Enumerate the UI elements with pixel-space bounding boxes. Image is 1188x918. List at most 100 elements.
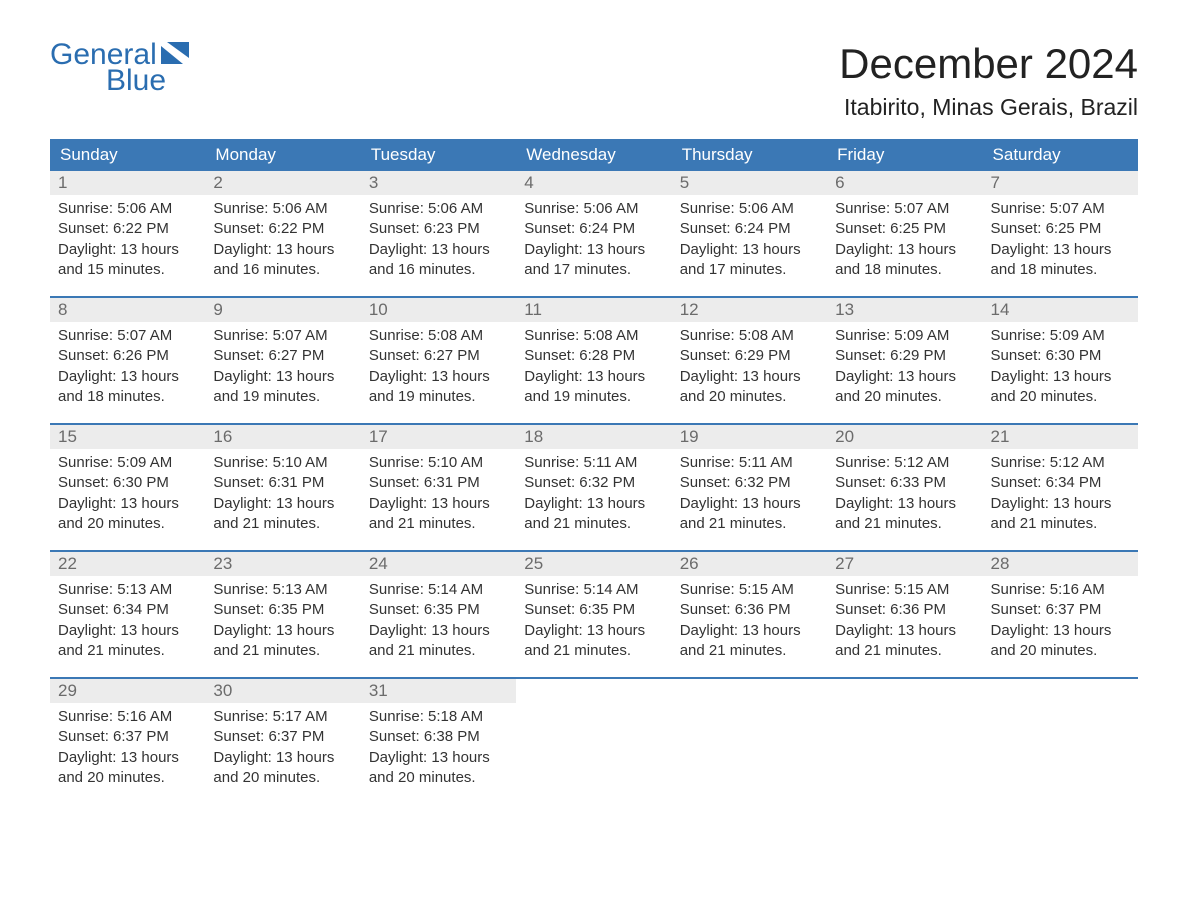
sunrise-text: Sunrise: 5:10 AM [369,453,508,473]
day-number: 21 [983,424,1138,449]
location-text: Itabirito, Minas Gerais, Brazil [839,94,1138,121]
day-cell: Sunrise: 5:09 AMSunset: 6:30 PMDaylight:… [983,322,1138,424]
daylight-text-2: and 20 minutes. [58,514,197,534]
daylight-text-2: and 16 minutes. [369,260,508,280]
day-cell: Sunrise: 5:06 AMSunset: 6:24 PMDaylight:… [516,195,671,297]
day-cell: Sunrise: 5:07 AMSunset: 6:26 PMDaylight:… [50,322,205,424]
daylight-text-2: and 21 minutes. [524,641,663,661]
daylight-text-1: Daylight: 13 hours [369,494,508,514]
day-number: 31 [361,678,516,703]
daylight-text-1: Daylight: 13 hours [213,367,352,387]
day-number-row: 22232425262728 [50,551,1138,576]
sunset-text: Sunset: 6:30 PM [58,473,197,493]
sunrise-text: Sunrise: 5:07 AM [58,326,197,346]
day-content-row: Sunrise: 5:07 AMSunset: 6:26 PMDaylight:… [50,322,1138,424]
sunrise-text: Sunrise: 5:06 AM [524,199,663,219]
daylight-text-2: and 17 minutes. [524,260,663,280]
day-number: 17 [361,424,516,449]
sunrise-text: Sunrise: 5:16 AM [991,580,1130,600]
day-cell: Sunrise: 5:10 AMSunset: 6:31 PMDaylight:… [205,449,360,551]
daylight-text-2: and 21 minutes. [213,641,352,661]
daylight-text-2: and 20 minutes. [991,387,1130,407]
sunset-text: Sunset: 6:27 PM [213,346,352,366]
day-cell: Sunrise: 5:07 AMSunset: 6:27 PMDaylight:… [205,322,360,424]
day-cell: Sunrise: 5:13 AMSunset: 6:34 PMDaylight:… [50,576,205,678]
daylight-text-2: and 18 minutes. [835,260,974,280]
day-number [983,678,1138,703]
sunrise-text: Sunrise: 5:10 AM [213,453,352,473]
weekday-header: Friday [827,139,982,171]
sunset-text: Sunset: 6:28 PM [524,346,663,366]
day-number: 15 [50,424,205,449]
page-title: December 2024 [839,40,1138,88]
day-cell: Sunrise: 5:18 AMSunset: 6:38 PMDaylight:… [361,703,516,804]
sunrise-text: Sunrise: 5:06 AM [680,199,819,219]
sunset-text: Sunset: 6:35 PM [369,600,508,620]
daylight-text-2: and 16 minutes. [213,260,352,280]
day-number: 8 [50,297,205,322]
day-cell: Sunrise: 5:07 AMSunset: 6:25 PMDaylight:… [983,195,1138,297]
day-number [827,678,982,703]
day-cell: Sunrise: 5:12 AMSunset: 6:34 PMDaylight:… [983,449,1138,551]
daylight-text-1: Daylight: 13 hours [58,748,197,768]
daylight-text-1: Daylight: 13 hours [835,240,974,260]
daylight-text-1: Daylight: 13 hours [369,748,508,768]
sunset-text: Sunset: 6:34 PM [991,473,1130,493]
sunset-text: Sunset: 6:37 PM [213,727,352,747]
sunrise-text: Sunrise: 5:06 AM [213,199,352,219]
day-cell: Sunrise: 5:11 AMSunset: 6:32 PMDaylight:… [516,449,671,551]
daylight-text-1: Daylight: 13 hours [58,367,197,387]
day-cell: Sunrise: 5:17 AMSunset: 6:37 PMDaylight:… [205,703,360,804]
sunrise-text: Sunrise: 5:09 AM [58,453,197,473]
day-cell: Sunrise: 5:14 AMSunset: 6:35 PMDaylight:… [361,576,516,678]
daylight-text-2: and 21 minutes. [835,641,974,661]
day-cell: Sunrise: 5:06 AMSunset: 6:22 PMDaylight:… [205,195,360,297]
daylight-text-2: and 20 minutes. [369,768,508,788]
sunrise-text: Sunrise: 5:07 AM [213,326,352,346]
daylight-text-2: and 17 minutes. [680,260,819,280]
daylight-text-2: and 21 minutes. [369,514,508,534]
daylight-text-1: Daylight: 13 hours [680,367,819,387]
sunrise-text: Sunrise: 5:16 AM [58,707,197,727]
sunrise-text: Sunrise: 5:13 AM [58,580,197,600]
day-cell: Sunrise: 5:08 AMSunset: 6:29 PMDaylight:… [672,322,827,424]
day-number: 2 [205,171,360,195]
calendar-table: Sunday Monday Tuesday Wednesday Thursday… [50,139,1138,804]
sunset-text: Sunset: 6:36 PM [835,600,974,620]
daylight-text-2: and 20 minutes. [835,387,974,407]
sunset-text: Sunset: 6:24 PM [680,219,819,239]
day-content-row: Sunrise: 5:09 AMSunset: 6:30 PM Daylight:… [50,449,1138,551]
sunrise-text: Sunrise: 5:14 AM [369,580,508,600]
day-cell: Sunrise: 5:08 AMSunset: 6:27 PMDaylight:… [361,322,516,424]
sunrise-text: Sunrise: 5:06 AM [369,199,508,219]
day-number: 1 [50,171,205,195]
day-number: 20 [827,424,982,449]
logo-text-2: Blue [50,66,189,96]
sunrise-text: Sunrise: 5:12 AM [991,453,1130,473]
day-cell: Sunrise: 5:14 AMSunset: 6:35 PMDaylight:… [516,576,671,678]
day-cell: Sunrise: 5:06 AMSunset: 6:22 PMDaylight:… [50,195,205,297]
weekday-header-row: Sunday Monday Tuesday Wednesday Thursday… [50,139,1138,171]
daylight-text-2: and 21 minutes. [369,641,508,661]
day-cell: Sunrise: 5:11 AMSunset: 6:32 PMDaylight:… [672,449,827,551]
sunset-text: Sunset: 6:32 PM [680,473,819,493]
weekday-header: Sunday [50,139,205,171]
sunset-text: Sunset: 6:22 PM [58,219,197,239]
daylight-text-2: and 19 minutes. [524,387,663,407]
daylight-text-1: Daylight: 13 hours [835,367,974,387]
daylight-text-1: Daylight: 13 hours [369,367,508,387]
daylight-text-2: and 20 minutes. [213,768,352,788]
daylight-text-1: Daylight: 13 hours [835,621,974,641]
day-cell: Sunrise: 5:09 AMSunset: 6:29 PMDaylight:… [827,322,982,424]
sunset-text: Sunset: 6:37 PM [991,600,1130,620]
daylight-text-1: Daylight: 13 hours [369,240,508,260]
sunrise-text: Sunrise: 5:08 AM [524,326,663,346]
daylight-text-1: Daylight: 13 hours [680,240,819,260]
day-number-row: 891011121314 [50,297,1138,322]
weekday-header: Saturday [983,139,1138,171]
sunrise-text: Sunrise: 5:09 AM [835,326,974,346]
sunrise-text: Sunrise: 5:17 AM [213,707,352,727]
sunrise-text: Sunrise: 5:09 AM [991,326,1130,346]
day-number-row: 1234567 [50,171,1138,195]
day-number: 10 [361,297,516,322]
